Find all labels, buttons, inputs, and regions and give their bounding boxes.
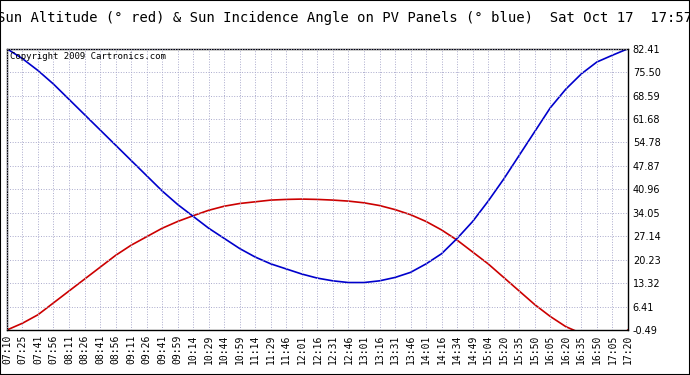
Text: Copyright 2009 Cartronics.com: Copyright 2009 Cartronics.com — [10, 52, 166, 60]
Text: Sun Altitude (° red) & Sun Incidence Angle on PV Panels (° blue)  Sat Oct 17  17: Sun Altitude (° red) & Sun Incidence Ang… — [0, 11, 690, 25]
